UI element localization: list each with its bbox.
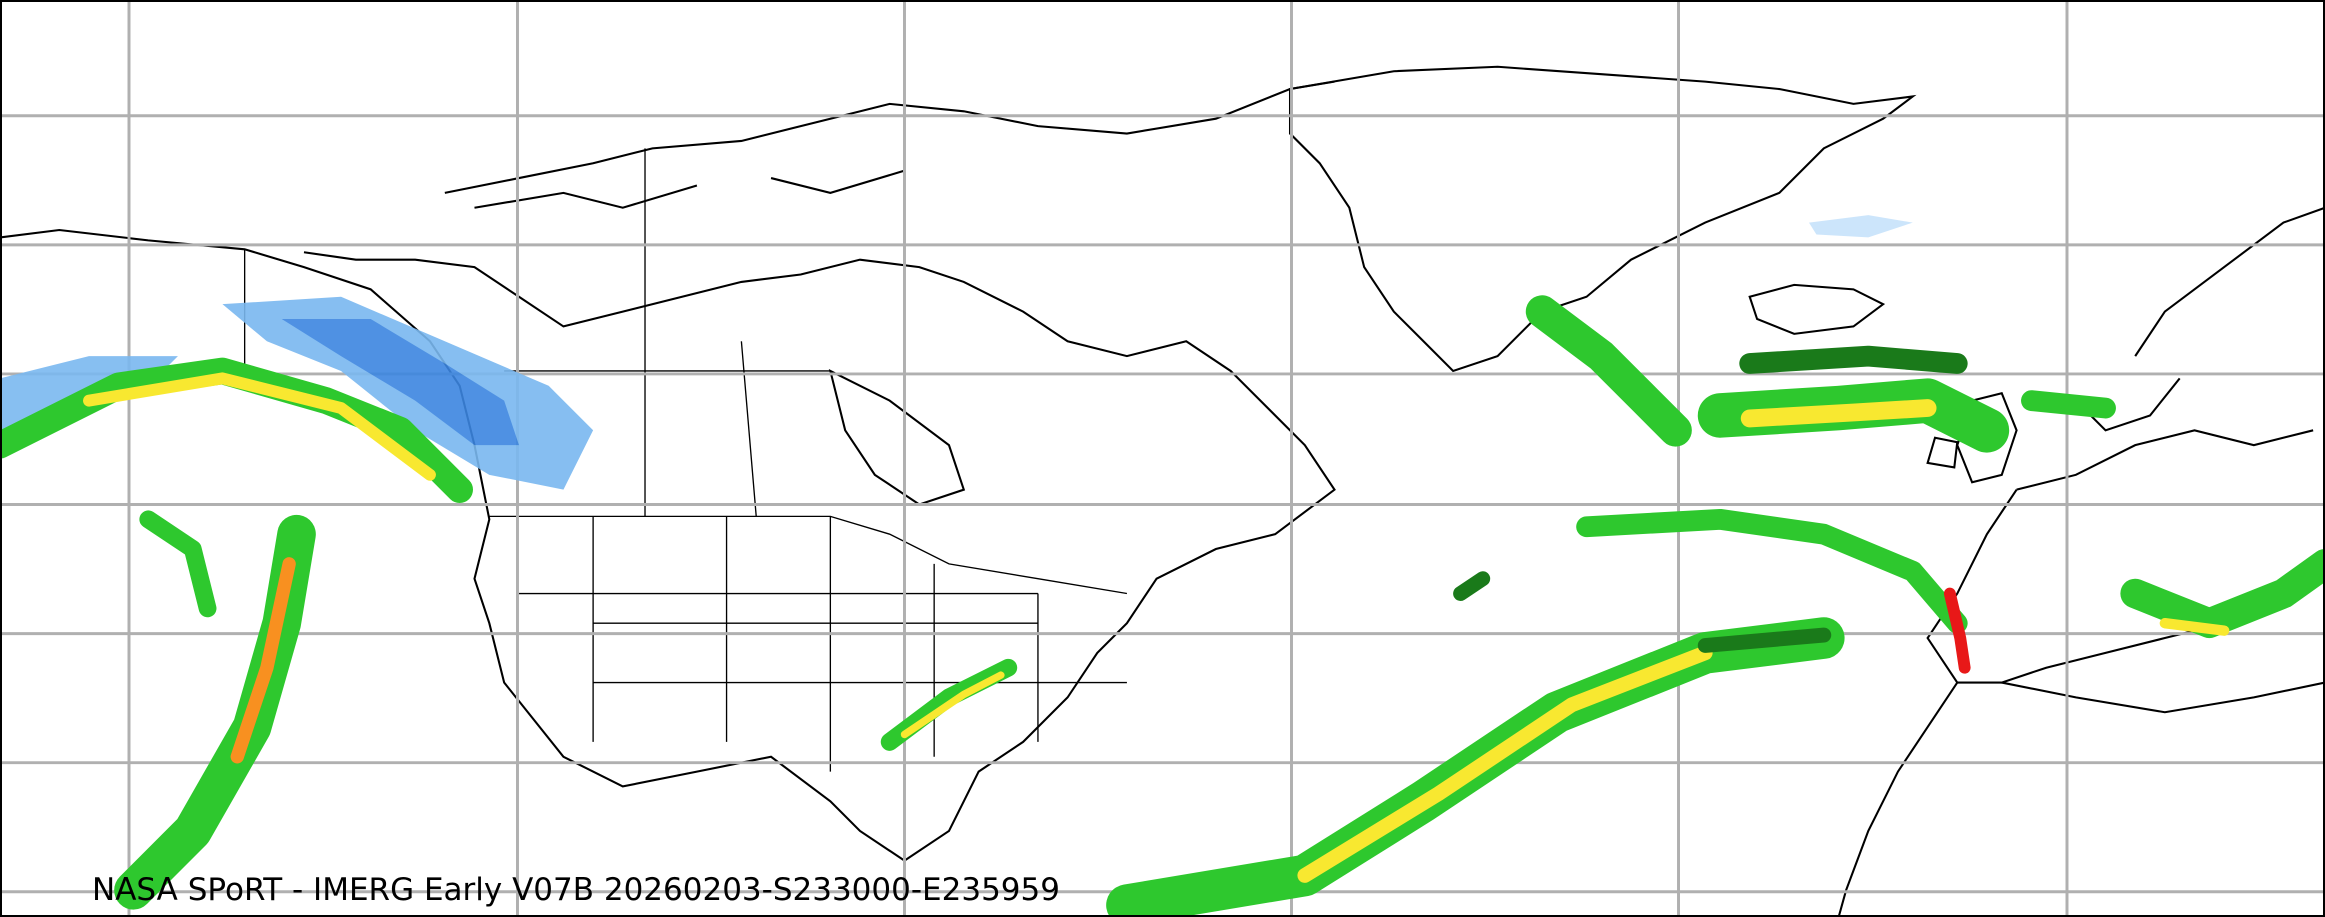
scandinavia-coast xyxy=(2075,206,2325,432)
precipitation-rain xyxy=(0,295,2325,917)
british-isles xyxy=(1926,391,2018,484)
arctic-islands xyxy=(444,80,1335,209)
iceland-coast xyxy=(1748,283,1886,335)
greenland-coast xyxy=(1288,65,1917,373)
precipitation-snow xyxy=(0,215,1913,490)
coastlines xyxy=(0,65,2325,917)
europe-coast xyxy=(1926,429,2325,684)
us-borders xyxy=(489,515,1128,772)
map-caption: NASA SPoRT - IMERG Early V07B 20260203-S… xyxy=(92,872,1060,908)
hudson-bay xyxy=(828,369,966,506)
africa-coast xyxy=(1837,681,2325,917)
